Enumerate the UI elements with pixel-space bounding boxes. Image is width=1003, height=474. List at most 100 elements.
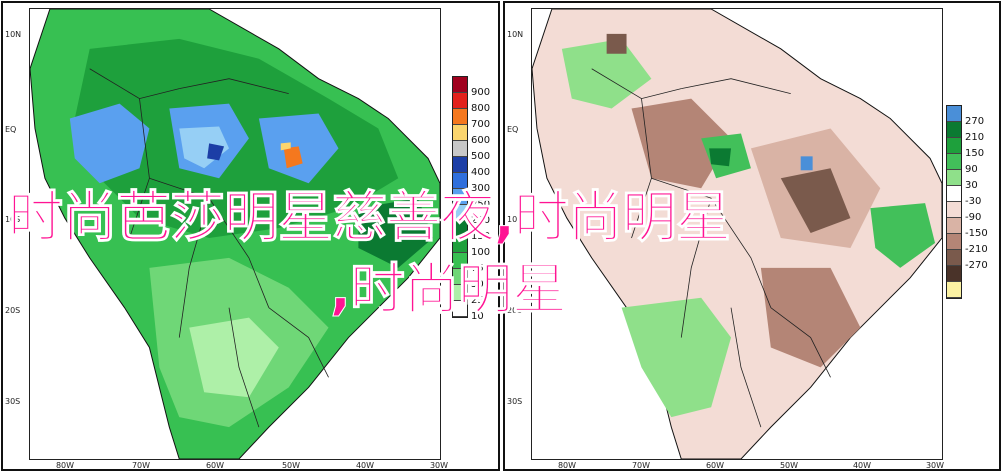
legend-label: 600 (471, 135, 491, 146)
lon-label-70w: 70W (631, 461, 651, 470)
lat-label-30s: 30S (5, 397, 21, 406)
country-borders (89, 68, 329, 428)
legend-label: -150 (965, 228, 988, 239)
legend-label: 150 (965, 148, 985, 159)
lon-label-50w: 50W (779, 461, 799, 470)
pale-green-south (189, 317, 279, 398)
legend-label: 700 (471, 119, 491, 130)
precipitation-map (29, 8, 441, 460)
legend-swatch (453, 93, 467, 109)
legend-swatch (453, 109, 467, 125)
top-left-brown (606, 33, 627, 54)
legend-swatch (453, 237, 467, 253)
legend-swatch (453, 221, 467, 237)
legend-label: -90 (965, 212, 982, 223)
blue-spot (800, 156, 813, 171)
legend-swatch (453, 205, 467, 221)
legend-label: 75 (471, 263, 484, 274)
legend-swatch (453, 269, 467, 285)
legend-label: 270 (965, 116, 985, 127)
legend-swatch (453, 285, 467, 301)
lon-label-50w: 50W (281, 461, 301, 470)
legend-label: 210 (965, 132, 985, 143)
lon-label-30w: 30W (925, 461, 945, 470)
lat-label-30s: 30S (507, 397, 523, 406)
legend-swatch (947, 122, 961, 138)
legend-swatch (453, 301, 467, 317)
lat-label-eq: EQ (5, 125, 17, 134)
legend-label: 500 (471, 151, 491, 162)
legend-swatch (453, 125, 467, 141)
legend-swatch (947, 170, 961, 186)
green-zone-east (870, 203, 936, 268)
orange-spot (283, 146, 303, 169)
precipitation-legend: 900 800 700 600 500 400 300 250 200 150 100 75 50 25 1… (452, 76, 490, 322)
lat-label-10s: 10S (507, 215, 523, 224)
legend-label: 100 (471, 247, 491, 258)
legend-label: 150 (471, 231, 491, 242)
legend-swatch (947, 186, 961, 202)
legend-label: 10 (471, 311, 484, 322)
legend-swatch (947, 138, 961, 154)
green-zone-south (621, 297, 732, 418)
lat-label-20s: 20S (5, 306, 21, 315)
dark-blue-spot (207, 143, 225, 161)
lat-label-20s: 20S (507, 306, 523, 315)
brown-zone-1 (631, 98, 732, 189)
dark-green-spot (709, 148, 732, 167)
south-america-precip-svg (30, 9, 440, 459)
legend-swatch (453, 157, 467, 173)
lon-label-40w: 40W (852, 461, 872, 470)
legend-label: 25 (471, 295, 484, 306)
brown-zone-south (760, 267, 861, 368)
legend-swatch (947, 202, 961, 218)
overlay-headline: 时尚芭莎明星慈善夜,时尚明星 (8, 185, 732, 250)
lon-label-40w: 40W (355, 461, 375, 470)
anomaly-map (531, 8, 943, 460)
legend-label: -30 (965, 196, 982, 207)
lat-label-10n: 10N (5, 30, 22, 39)
legend-swatch (453, 77, 467, 93)
country-borders (591, 68, 831, 428)
lon-label-30w: 30W (429, 461, 449, 470)
lon-label-60w: 60W (205, 461, 225, 470)
legend-swatch (453, 173, 467, 189)
lat-label-eq: EQ (507, 125, 519, 134)
south-america-anomaly-svg (532, 9, 942, 459)
precipitation-map-panel: 10N EQ 10S 20S 30S (1, 1, 500, 471)
legend-swatch (453, 253, 467, 269)
legend-swatch (947, 218, 961, 234)
legend-label: 400 (471, 167, 491, 178)
legend-label: 900 (471, 87, 491, 98)
anomaly-map-panel: 10N EQ 10S 20S 30S (503, 1, 1001, 471)
legend-swatch (947, 266, 961, 282)
legend-label: 300 (471, 183, 491, 194)
blue-zone-1 (69, 103, 150, 184)
legend-swatch (453, 141, 467, 157)
legend-label: 90 (965, 164, 978, 175)
lon-label-80w: 80W (55, 461, 75, 470)
lat-label-10s: 10S (5, 215, 21, 224)
legend-label: -270 (965, 260, 988, 271)
lon-label-70w: 70W (131, 461, 151, 470)
dark-green-east (358, 198, 434, 268)
legend-label: 800 (471, 103, 491, 114)
legend-label: 30 (965, 180, 978, 191)
legend-swatch (947, 106, 961, 122)
lon-label-80w: 80W (557, 461, 577, 470)
legend-swatch (453, 189, 467, 205)
dark-brown-zone (780, 168, 851, 234)
legend-swatch (947, 250, 961, 266)
legend-label: -210 (965, 244, 988, 255)
legend-swatch (947, 282, 961, 298)
legend-label: 250 (471, 199, 491, 210)
lat-label-10n: 10N (507, 30, 524, 39)
legend-swatch (947, 154, 961, 170)
overlay-subline: ,时尚明星 (330, 257, 568, 322)
legend-label: 50 (471, 279, 484, 290)
yellow-spot (280, 142, 291, 151)
lon-label-60w: 60W (705, 461, 725, 470)
legend-swatch (947, 234, 961, 250)
anomaly-legend: 270 210 150 90 30 -30 -90 -150 -210 -270 (946, 105, 988, 299)
legend-label: 200 (471, 215, 491, 226)
